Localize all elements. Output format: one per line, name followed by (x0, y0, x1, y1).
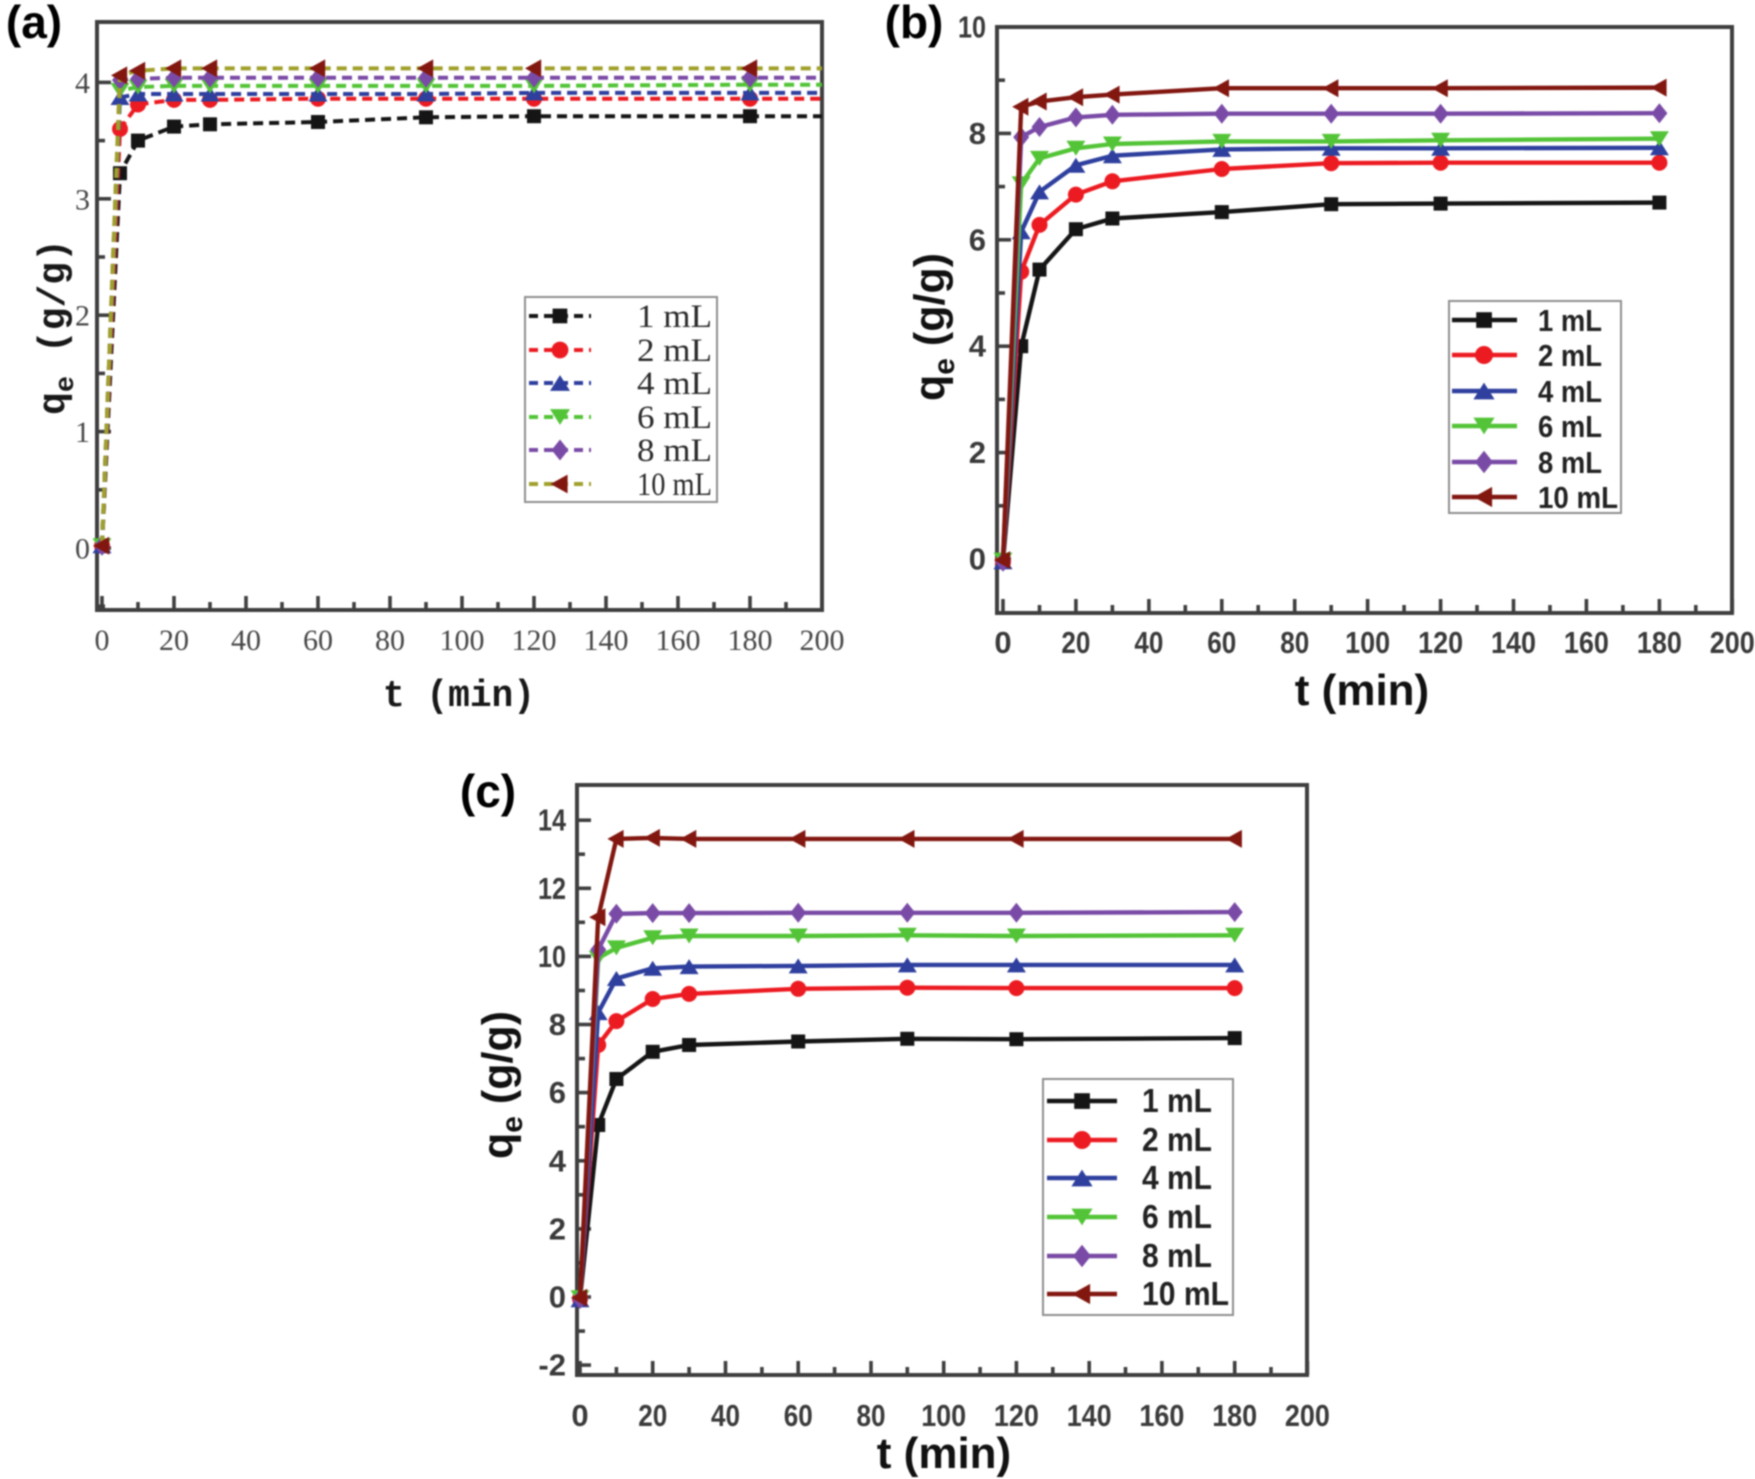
svg-text:100: 100 (1345, 625, 1390, 660)
svg-text:120: 120 (1418, 625, 1463, 660)
svg-text:60: 60 (1207, 625, 1236, 660)
svg-text:4 mL: 4 mL (1538, 374, 1602, 409)
svg-text:140: 140 (584, 624, 629, 657)
svg-text:2 mL: 2 mL (1142, 1121, 1212, 1158)
svg-text:t (min): t (min) (877, 1429, 1011, 1478)
svg-text:100: 100 (921, 1398, 966, 1433)
svg-text:1 mL: 1 mL (1142, 1082, 1212, 1119)
svg-text:20: 20 (159, 624, 189, 657)
svg-text:120: 120 (994, 1398, 1039, 1433)
svg-text:200: 200 (800, 624, 845, 657)
svg-text:180: 180 (728, 624, 773, 657)
svg-text:8 mL: 8 mL (1142, 1237, 1212, 1274)
svg-text:140: 140 (1067, 1398, 1112, 1433)
svg-text:6 mL: 6 mL (1142, 1198, 1212, 1235)
svg-text:160: 160 (656, 624, 701, 657)
svg-text:8 mL: 8 mL (1538, 445, 1602, 480)
svg-text:-2: -2 (538, 1348, 566, 1383)
svg-text:(a): (a) (6, 0, 62, 48)
svg-text:0: 0 (95, 624, 110, 657)
svg-text:80: 80 (1280, 625, 1309, 660)
svg-text:10: 10 (538, 939, 566, 974)
svg-text:60: 60 (303, 624, 333, 657)
svg-text:(c): (c) (460, 765, 516, 817)
svg-text:6 mL: 6 mL (1538, 409, 1602, 444)
svg-text:40: 40 (711, 1398, 740, 1433)
svg-text:t (min): t (min) (1295, 666, 1429, 715)
svg-text:0: 0 (571, 1398, 588, 1433)
svg-text:1 mL: 1 mL (1538, 303, 1602, 338)
svg-text:2 mL: 2 mL (637, 333, 712, 369)
svg-text:6 mL: 6 mL (637, 400, 712, 436)
svg-text:12: 12 (538, 871, 566, 906)
svg-text:1: 1 (75, 416, 90, 449)
svg-text:qe (g/g): qe (g/g) (474, 1011, 529, 1159)
svg-text:2: 2 (549, 1211, 566, 1246)
svg-text:200: 200 (1285, 1398, 1330, 1433)
svg-text:0: 0 (969, 542, 986, 577)
svg-text:10 mL: 10 mL (1142, 1275, 1229, 1312)
svg-text:10 mL: 10 mL (637, 467, 712, 503)
svg-text:4: 4 (969, 329, 987, 364)
svg-text:40: 40 (231, 624, 261, 657)
svg-text:100: 100 (440, 624, 485, 657)
svg-text:120: 120 (512, 624, 557, 657)
svg-text:qe (g/g): qe (g/g) (906, 253, 961, 401)
svg-text:2: 2 (969, 435, 986, 470)
svg-text:60: 60 (784, 1398, 813, 1433)
svg-text:8: 8 (549, 1007, 566, 1042)
svg-text:qe (g/g): qe (g/g) (33, 239, 82, 415)
svg-text:3: 3 (75, 183, 90, 216)
svg-text:(b): (b) (885, 0, 944, 48)
svg-text:2: 2 (75, 300, 90, 333)
svg-text:4: 4 (549, 1143, 567, 1178)
svg-text:t (min): t (min) (383, 675, 535, 718)
svg-text:10: 10 (958, 10, 986, 45)
svg-text:80: 80 (857, 1398, 886, 1433)
svg-text:20: 20 (638, 1398, 667, 1433)
svg-text:40: 40 (1134, 625, 1163, 660)
svg-text:20: 20 (1061, 625, 1090, 660)
svg-text:8 mL: 8 mL (637, 433, 712, 469)
svg-text:160: 160 (1564, 625, 1609, 660)
svg-text:80: 80 (375, 624, 405, 657)
svg-text:200: 200 (1710, 625, 1755, 660)
svg-text:180: 180 (1212, 1398, 1257, 1433)
svg-text:140: 140 (1491, 625, 1536, 660)
svg-text:6: 6 (969, 222, 986, 257)
svg-text:4 mL: 4 mL (1142, 1159, 1212, 1196)
svg-text:160: 160 (1139, 1398, 1184, 1433)
svg-text:0: 0 (549, 1280, 566, 1315)
svg-text:8: 8 (969, 116, 986, 151)
svg-text:0: 0 (75, 533, 90, 566)
svg-text:10 mL: 10 mL (1538, 480, 1618, 515)
svg-text:0: 0 (994, 625, 1011, 660)
svg-text:4: 4 (75, 67, 90, 100)
svg-text:180: 180 (1637, 625, 1682, 660)
svg-text:6: 6 (549, 1075, 566, 1110)
svg-text:2 mL: 2 mL (1538, 338, 1602, 373)
svg-text:1 mL: 1 mL (637, 299, 712, 335)
svg-text:4 mL: 4 mL (637, 366, 712, 402)
svg-text:14: 14 (538, 803, 567, 838)
